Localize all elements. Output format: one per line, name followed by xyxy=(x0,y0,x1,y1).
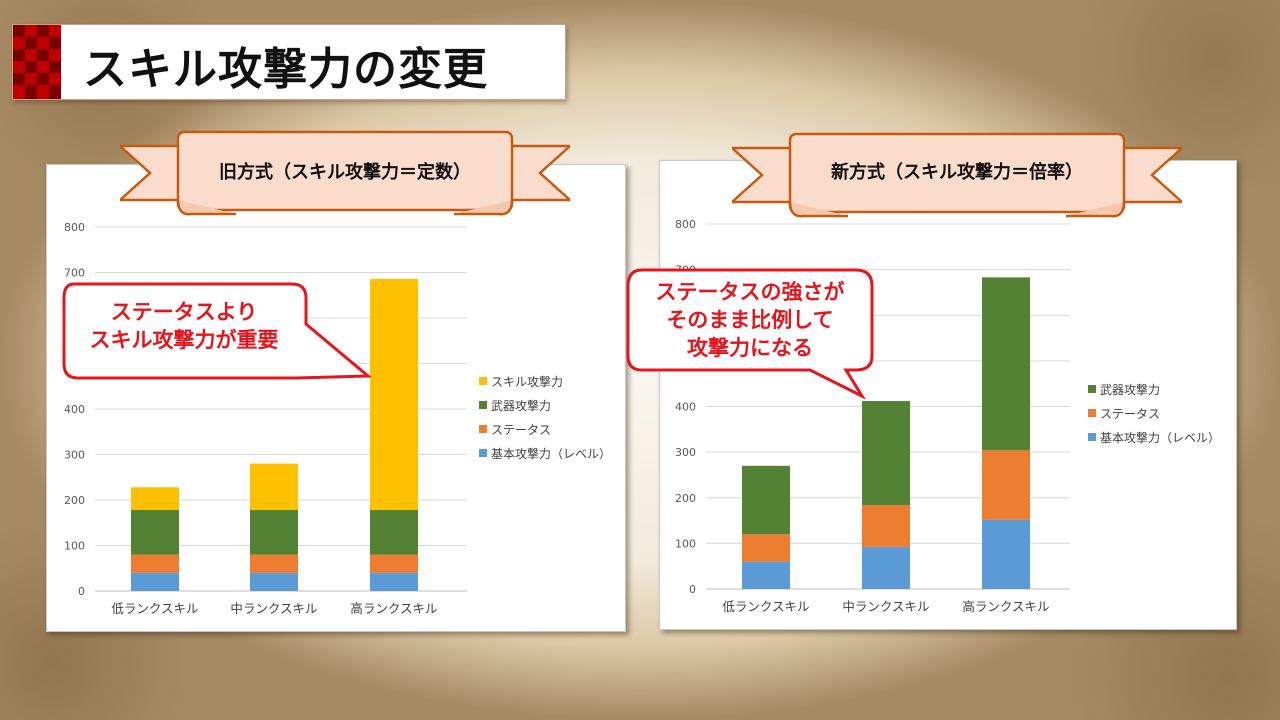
x-tick-label: 低ランクスキル xyxy=(111,601,198,616)
page-title: スキル攻撃力の変更 xyxy=(83,44,488,95)
callout-new-bubble xyxy=(626,268,874,400)
y-tick-label: 300 xyxy=(64,449,85,462)
bar-segment xyxy=(370,278,418,511)
bar-segment xyxy=(250,510,298,555)
y-tick-label: 100 xyxy=(64,540,85,553)
legend-label: 基本攻撃力（レベル） xyxy=(491,446,611,461)
bar-segment xyxy=(862,547,910,589)
y-tick-label: 800 xyxy=(675,218,696,231)
legend-swatch xyxy=(479,425,487,433)
bar-segment xyxy=(742,561,790,589)
callout-new-line-2: そのまま比例して xyxy=(666,308,834,332)
legend-label: 武器攻撃力 xyxy=(1100,382,1160,397)
bar-segment xyxy=(250,572,298,591)
y-tick-label: 200 xyxy=(675,492,696,505)
bar-segment xyxy=(742,534,790,562)
callout-old: ステータスより スキル攻撃力が重要 xyxy=(64,298,304,354)
legend-swatch xyxy=(1088,385,1096,393)
callout-old-line-2: スキル攻撃力が重要 xyxy=(89,328,279,352)
legend-swatch xyxy=(479,401,487,409)
x-tick-label: 高ランクスキル xyxy=(962,599,1049,614)
callout-new-line-1: ステータスの強さが xyxy=(655,280,845,304)
legend-label: ステータス xyxy=(491,423,551,437)
bar-segment xyxy=(250,554,298,573)
x-tick-label: 中ランクスキル xyxy=(842,599,929,614)
legend-swatch xyxy=(1088,433,1096,441)
title-banner: スキル攻撃力の変更 xyxy=(12,24,566,100)
legend-swatch xyxy=(479,449,487,457)
bar-segment xyxy=(742,465,790,535)
bar-segment xyxy=(982,277,1030,451)
legend-swatch xyxy=(479,377,487,385)
callout-new: ステータスの強さが そのまま比例して 攻撃力になる xyxy=(630,278,870,362)
callout-old-bubble xyxy=(62,282,372,380)
bar-segment xyxy=(250,463,298,511)
callout-old-line-1: ステータスより xyxy=(110,300,258,324)
chart-panel-old: 0100200300400500600700800低ランクスキル中ランクスキル高… xyxy=(46,164,626,632)
legend-label: スキル攻撃力 xyxy=(491,374,563,389)
legend-label: 武器攻撃力 xyxy=(491,398,551,413)
y-tick-label: 400 xyxy=(64,403,85,416)
y-tick-label: 200 xyxy=(64,494,85,507)
ribbon-new-label: 新方式（スキル攻撃力＝倍率） xyxy=(831,162,1083,183)
ribbon-new xyxy=(732,132,1182,218)
bar-segment xyxy=(370,554,418,573)
x-tick-label: 中ランクスキル xyxy=(230,601,317,616)
y-tick-label: 0 xyxy=(78,585,85,598)
legend-swatch xyxy=(1088,409,1096,417)
x-tick-label: 低ランクスキル xyxy=(722,599,809,614)
bar-segment xyxy=(370,572,418,591)
bar-segment xyxy=(862,505,910,548)
bar-segment xyxy=(131,572,179,591)
bar-segment xyxy=(370,510,418,555)
bar-segment xyxy=(862,401,910,506)
y-tick-label: 800 xyxy=(64,221,85,234)
x-tick-label: 高ランクスキル xyxy=(350,601,437,616)
ribbon-old xyxy=(120,130,570,216)
y-tick-label: 400 xyxy=(675,401,696,414)
bar-segment xyxy=(982,450,1030,520)
callout-new-line-3: 攻撃力になる xyxy=(687,336,813,360)
y-tick-label: 700 xyxy=(64,267,85,280)
bar-segment xyxy=(131,510,179,555)
checker-decoration xyxy=(13,25,61,99)
bar-segment xyxy=(131,487,179,511)
chart-old-method: 0100200300400500600700800低ランクスキル中ランクスキル高… xyxy=(64,221,611,616)
bar-segment xyxy=(131,554,179,573)
y-tick-label: 0 xyxy=(689,583,696,596)
bar-segment xyxy=(982,519,1030,589)
ribbon-old-label: 旧方式（スキル攻撃力＝定数） xyxy=(219,162,471,183)
legend-label: 基本攻撃力（レベル） xyxy=(1100,430,1220,445)
y-tick-label: 300 xyxy=(675,446,696,459)
legend-label: ステータス xyxy=(1100,407,1160,421)
y-tick-label: 100 xyxy=(675,537,696,550)
